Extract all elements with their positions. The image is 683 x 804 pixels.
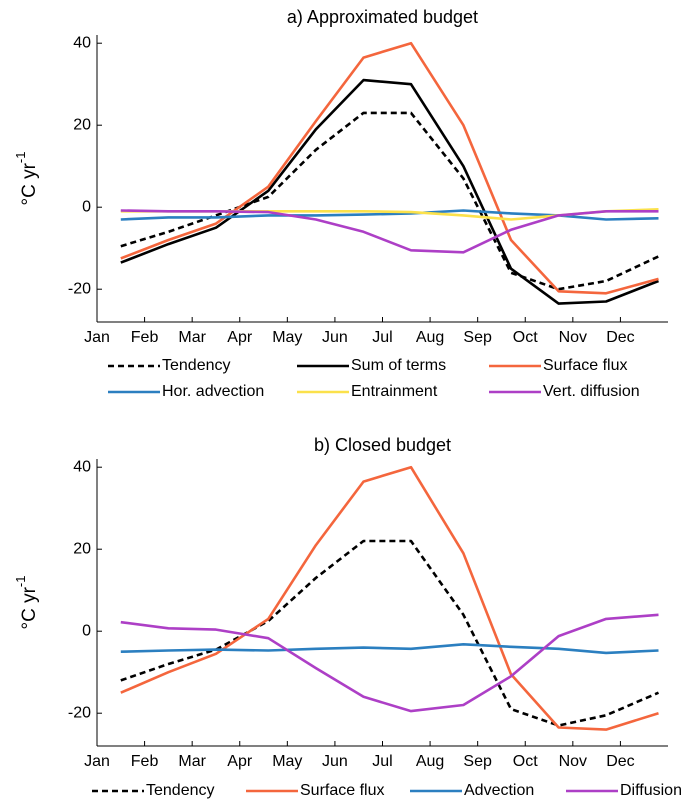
legend-label: Tendency — [146, 782, 215, 799]
y-axis-label-superscript: -1 — [13, 576, 28, 588]
x-tick-label: Apr — [227, 753, 253, 770]
series-line — [120, 643, 659, 655]
series-line — [120, 539, 660, 727]
legend-label: Surface flux — [300, 782, 384, 799]
x-tick-label: Jan — [84, 329, 110, 346]
y-tick-label: 0 — [82, 622, 91, 639]
x-tick-label: Sep — [463, 753, 492, 770]
legend-label: Diffusion — [620, 782, 682, 799]
x-tick-label: May — [272, 329, 302, 346]
x-tick-label: Jan — [84, 753, 110, 770]
legend-label: Vert. diffusion — [543, 383, 640, 400]
y-axis-label-text: °C yr — [19, 586, 40, 629]
legend-label: Tendency — [162, 357, 231, 374]
x-tick-label: Nov — [559, 753, 587, 770]
x-tick-label: Jul — [372, 329, 392, 346]
y-tick-label: -20 — [68, 280, 91, 297]
x-tick-label: Dec — [606, 753, 634, 770]
x-tick-label: Oct — [513, 329, 538, 346]
x-tick-label: May — [272, 753, 302, 770]
legend-label: Surface flux — [543, 357, 627, 374]
y-axis-label: °C yr-1 — [13, 152, 40, 206]
x-tick-label: Apr — [227, 329, 253, 346]
legend-label: Sum of terms — [351, 357, 446, 374]
y-axis-label-superscript: -1 — [13, 152, 28, 164]
x-tick-label: Jun — [322, 753, 348, 770]
y-tick-label: 20 — [73, 540, 91, 557]
x-tick-label: Oct — [513, 753, 538, 770]
y-axis-label-text: °C yr — [19, 162, 40, 205]
y-tick-label: 40 — [73, 458, 91, 475]
chart-title: b) Closed budget — [314, 435, 451, 455]
chart-title: a) Approximated budget — [287, 7, 478, 27]
y-tick-label: 0 — [82, 198, 91, 215]
series-line — [120, 613, 659, 713]
x-tick-label: Aug — [416, 329, 444, 346]
series-line — [120, 111, 660, 291]
x-tick-label: Aug — [416, 753, 444, 770]
series-line — [120, 209, 659, 254]
y-tick-label: -20 — [68, 704, 91, 721]
x-tick-label: Feb — [131, 753, 159, 770]
x-tick-label: Mar — [178, 329, 206, 346]
series-line — [120, 41, 659, 295]
series-line — [120, 465, 659, 731]
x-tick-label: Sep — [463, 329, 492, 346]
legend-label: Entrainment — [351, 383, 438, 400]
x-tick-label: Nov — [559, 329, 587, 346]
legend-label: Hor. advection — [162, 383, 264, 400]
y-tick-label: 20 — [73, 116, 91, 133]
x-tick-label: Dec — [606, 329, 634, 346]
y-tick-label: 40 — [73, 34, 91, 51]
y-axis-label: °C yr-1 — [13, 576, 40, 630]
x-tick-label: Mar — [178, 753, 206, 770]
x-tick-label: Jul — [372, 753, 392, 770]
x-tick-label: Jun — [322, 329, 348, 346]
series-line — [120, 209, 659, 221]
series-line — [120, 78, 659, 305]
x-tick-label: Feb — [131, 329, 159, 346]
legend-label: Advection — [464, 782, 534, 799]
